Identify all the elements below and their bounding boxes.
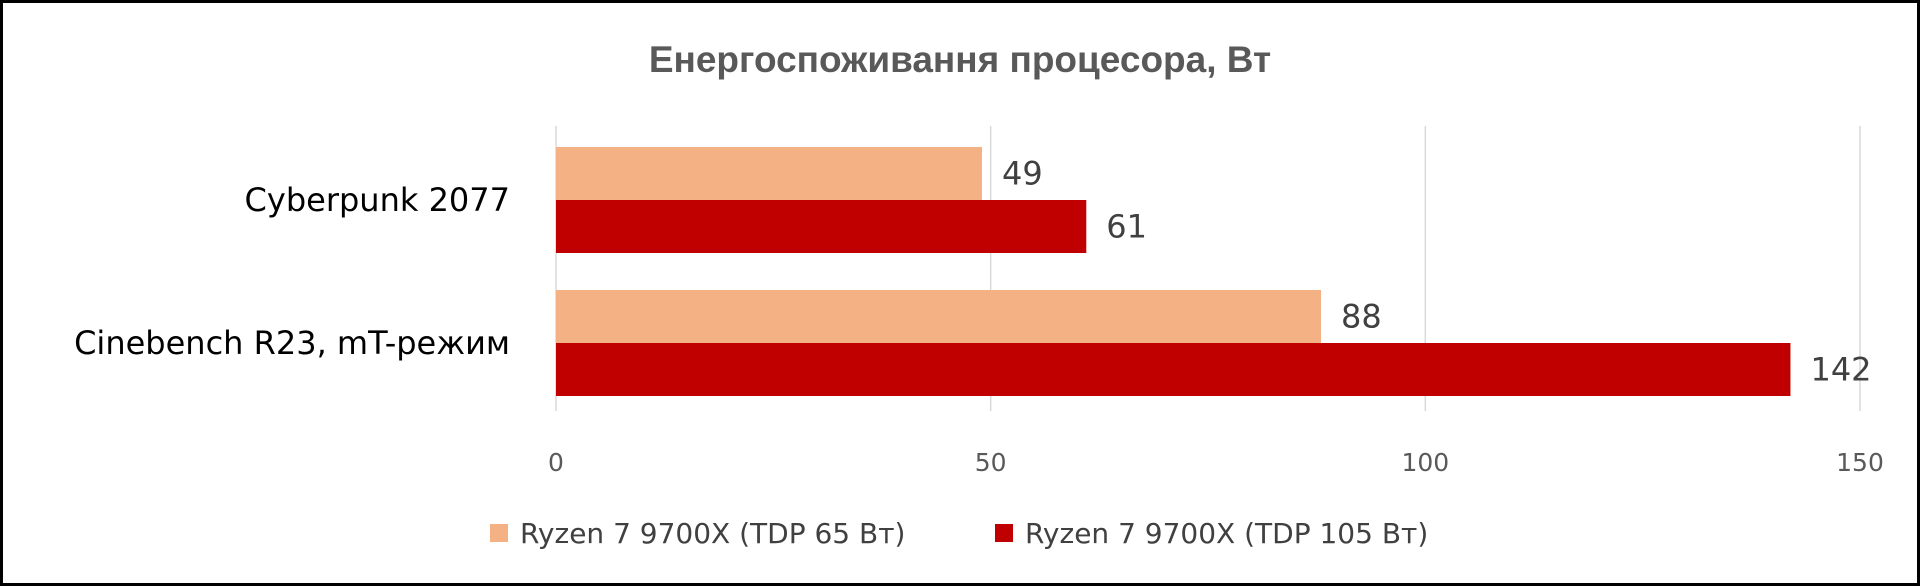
category-labels: Cyberpunk 2077 Cinebench R23, mT-режим — [74, 181, 510, 362]
data-label: 142 — [1810, 351, 1871, 389]
bars — [556, 147, 1791, 396]
x-tick-label: 150 — [1836, 448, 1884, 477]
data-label: 88 — [1341, 298, 1382, 336]
data-labels: 49 61 88 142 — [1002, 155, 1872, 389]
data-label: 61 — [1106, 208, 1147, 246]
bar — [556, 147, 982, 200]
bar — [556, 290, 1322, 343]
legend-swatch — [490, 524, 508, 542]
legend-label: Ryzen 7 9700X (TDP 65 Вт) — [520, 517, 905, 550]
x-tick-label: 50 — [975, 448, 1007, 477]
category-label: Cyberpunk 2077 — [245, 181, 510, 219]
category-label: Cinebench R23, mT-режим — [74, 324, 510, 362]
chart-title: Енергоспоживання процесора, Вт — [649, 39, 1271, 80]
data-label: 49 — [1002, 155, 1043, 193]
legend-swatch — [995, 524, 1013, 542]
bar — [556, 200, 1087, 253]
x-tick-label: 0 — [548, 448, 564, 477]
x-axis-ticks: 0 50 100 150 — [548, 448, 1884, 477]
legend-label: Ryzen 7 9700X (TDP 105 Вт) — [1025, 517, 1428, 550]
x-tick-label: 100 — [1401, 448, 1449, 477]
legend: Ryzen 7 9700X (TDP 65 Вт) Ryzen 7 9700X (… — [490, 517, 1428, 550]
bar — [556, 343, 1791, 396]
